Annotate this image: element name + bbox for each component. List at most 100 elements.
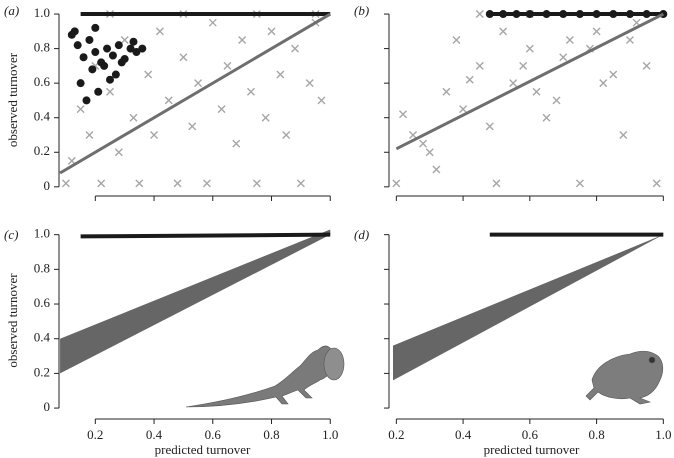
dot-point: [525, 10, 534, 19]
cross-point: [442, 87, 451, 96]
dot-point: [129, 37, 138, 46]
cross-point: [305, 79, 314, 88]
panel: (a) 0 0.2 0.4 0.6 0.8 1.0 observed turnover: [4, 3, 332, 201]
panel-label: (c): [4, 227, 18, 242]
cross-point: [559, 53, 568, 62]
cross-point: [552, 96, 561, 105]
panel-label: (a): [4, 3, 19, 18]
cross-point: [317, 96, 326, 105]
x-axis-label: predicted turnover: [155, 442, 251, 457]
y-tick-label: 0.8: [34, 40, 50, 55]
dot-point: [559, 10, 568, 19]
cross-point: [475, 10, 484, 19]
dot-point: [499, 10, 508, 19]
cross-point: [282, 130, 291, 139]
cross-point: [565, 35, 574, 44]
dot-point: [512, 10, 521, 19]
y-tick-label: 0.4: [34, 109, 51, 124]
dot-point: [76, 79, 85, 88]
cross-point: [223, 61, 232, 70]
panel: (c) 0 0.2 0.4 0.6 0.8 1.0 0.2 0.4 0.6 0.8 1.0 observ…: [4, 226, 338, 457]
cross-point: [432, 165, 441, 174]
y-tick-label: 0.4: [34, 330, 51, 345]
x-tick-label: 0.2: [87, 427, 103, 442]
cross-point: [575, 179, 584, 188]
y-axis-label: observed turnover: [5, 52, 20, 147]
y-tick-label: 0.6: [34, 74, 51, 89]
cross-point: [144, 70, 153, 79]
dot-point: [642, 10, 651, 19]
dot-point: [114, 41, 123, 50]
y-tick-label: 1.0: [34, 226, 50, 241]
cross-point: [261, 113, 270, 122]
dot-point: [91, 23, 100, 32]
x-tick-label: 0.8: [263, 427, 279, 442]
band: [60, 229, 331, 374]
cross-point: [164, 96, 173, 105]
cross-point: [599, 79, 608, 88]
dot-point: [85, 35, 94, 44]
dot-point: [94, 87, 103, 96]
dot-point: [117, 58, 126, 67]
cross-point: [202, 179, 211, 188]
x-tick-label: 0.6: [205, 427, 222, 442]
cross-point: [155, 27, 164, 36]
panel-label: (d): [354, 227, 369, 242]
cross-point: [609, 70, 618, 79]
y-tick-label: 0.2: [34, 364, 50, 379]
cross-point: [492, 179, 501, 188]
cross-point: [217, 105, 226, 114]
frog-illustration: [585, 350, 664, 405]
cross-point: [120, 35, 129, 44]
y-tick-label: 0: [44, 178, 51, 193]
cross-point: [267, 27, 276, 36]
cross-point: [194, 79, 203, 88]
cross-point: [485, 122, 494, 131]
cross-point: [208, 18, 217, 27]
dot-point: [103, 44, 112, 53]
panel: (d) 0.2 0.4 0.6 0.8 1.0 predicted turnover: [354, 227, 671, 457]
dot-point: [485, 10, 494, 19]
dot-point: [542, 10, 551, 19]
dot-point: [609, 10, 618, 19]
cross-point: [291, 44, 300, 53]
cross-point: [652, 179, 661, 188]
x-tick-label: 0.4: [146, 427, 163, 442]
dot-point: [70, 27, 79, 36]
dot-point: [126, 44, 135, 53]
cross-point: [76, 105, 85, 114]
dot-point: [111, 70, 120, 79]
cross-point: [85, 130, 94, 139]
cross-point: [179, 53, 188, 62]
panel-label: (b): [354, 3, 369, 18]
cross-point: [592, 27, 601, 36]
y-tick-label: 0: [44, 399, 51, 414]
dot-point: [73, 41, 82, 50]
cross-point: [188, 122, 197, 131]
lizard-illustration: [185, 345, 345, 408]
line: [59, 12, 332, 175]
line: [80, 232, 331, 239]
y-tick-label: 0.8: [34, 260, 50, 275]
dot-point: [79, 53, 88, 62]
line: [395, 12, 665, 151]
cross-point: [150, 130, 159, 139]
cross-point: [399, 110, 408, 119]
cross-point: [525, 44, 534, 53]
cross-point: [232, 139, 241, 148]
x-tick-label: 1.0: [655, 427, 671, 442]
dot-point: [625, 10, 634, 19]
cross-point: [409, 130, 418, 139]
cross-point: [519, 61, 528, 70]
cross-point: [238, 35, 247, 44]
dot-point: [592, 10, 601, 19]
cross-point: [619, 130, 628, 139]
cross-point: [459, 105, 468, 114]
panel: (b): [354, 3, 668, 201]
x-tick-label: 0.6: [522, 427, 539, 442]
cross-point: [475, 61, 484, 70]
x-axis-label: predicted turnover: [484, 442, 580, 457]
y-tick-label: 0.2: [34, 143, 50, 158]
dot-point: [108, 51, 117, 60]
